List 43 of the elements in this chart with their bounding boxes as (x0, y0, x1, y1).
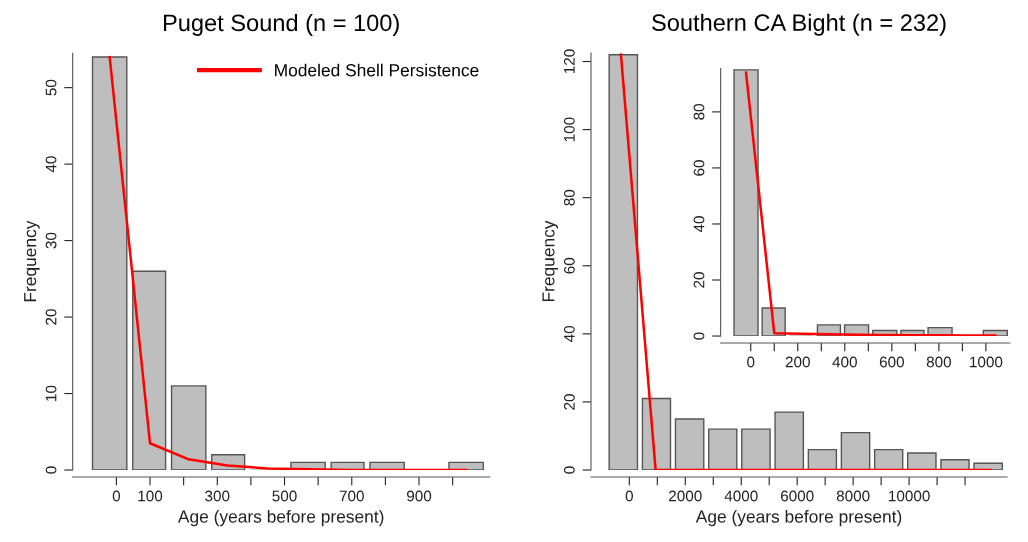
y-tick-label: 40 (45, 156, 57, 173)
x-axis-title: Age (years before present) (695, 509, 902, 527)
y-tick-label: 80 (693, 103, 705, 120)
x-tick-label: 0 (112, 490, 121, 502)
x-tick-label: 600 (879, 356, 904, 368)
x-tick-label: 10000 (889, 490, 930, 502)
y-tick-label: 100 (563, 117, 575, 142)
x-tick-label: 200 (785, 356, 810, 368)
y-tick-label: 20 (563, 394, 575, 410)
y-tick-label: 80 (563, 189, 575, 206)
chart-title: Southern CA Bight (n = 232) (652, 13, 946, 36)
x-tick-label: 2000 (669, 490, 702, 502)
y-tick-label: 40 (563, 325, 575, 342)
x-axis-title: Age (years before present) (177, 509, 384, 527)
y-axis-title: Frequency (542, 220, 559, 302)
y-tick-label: 30 (45, 232, 57, 249)
x-tick-label: 700 (339, 490, 364, 502)
x-tick-label: 0 (747, 356, 755, 368)
chart-title: Puget Sound (n = 100) (163, 13, 399, 36)
legend-label: Modeled Shell Persistence (275, 63, 479, 77)
x-tick-label: 800 (926, 356, 952, 368)
x-tick-label: 900 (407, 490, 432, 502)
y-tick-label: 0 (563, 466, 575, 474)
y-tick-label: 40 (693, 216, 705, 233)
x-tick-label: 100 (138, 490, 163, 502)
y-tick-label: 0 (45, 466, 57, 474)
y-tick-label: 10 (45, 385, 57, 401)
y-tick-label: 60 (693, 160, 705, 176)
x-tick-label: 1000 (970, 356, 1003, 368)
y-tick-label: 50 (45, 79, 57, 96)
y-axis-title: Frequency (24, 220, 40, 302)
y-tick-label: 20 (693, 272, 705, 288)
y-tick-label: 60 (563, 257, 575, 274)
y-tick-label: 20 (45, 309, 57, 325)
x-tick-label: 4000 (724, 490, 758, 502)
y-tick-label: 0 (693, 332, 705, 340)
x-tick-label: 400 (832, 356, 857, 368)
x-tick-label: 500 (272, 490, 297, 502)
x-tick-label: 300 (205, 490, 230, 502)
y-tick-label: 120 (563, 49, 575, 74)
x-tick-label: 0 (625, 490, 633, 502)
x-tick-label: 8000 (836, 490, 870, 502)
x-tick-label: 6000 (780, 490, 814, 502)
